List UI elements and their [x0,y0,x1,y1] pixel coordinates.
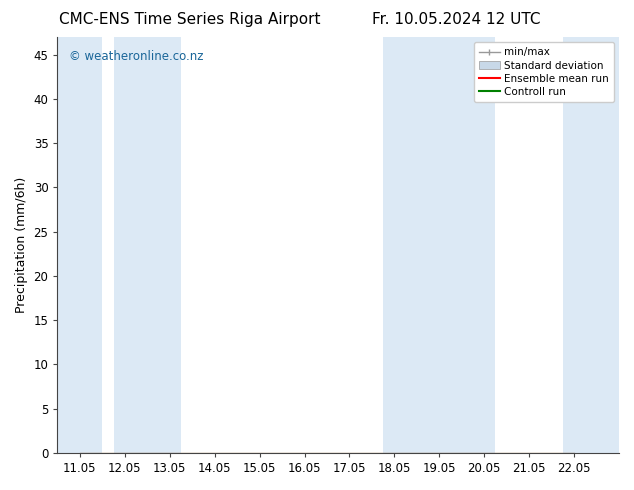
Bar [113,37,181,453]
Bar [58,37,102,453]
Text: Fr. 10.05.2024 12 UTC: Fr. 10.05.2024 12 UTC [372,12,541,27]
Bar [383,37,495,453]
Legend: min/max, Standard deviation, Ensemble mean run, Controll run: min/max, Standard deviation, Ensemble me… [474,42,614,102]
Text: © weatheronline.co.nz: © weatheronline.co.nz [68,49,203,63]
Text: CMC-ENS Time Series Riga Airport: CMC-ENS Time Series Riga Airport [60,12,321,27]
Y-axis label: Precipitation (mm/6h): Precipitation (mm/6h) [15,177,28,313]
Bar [563,37,619,453]
